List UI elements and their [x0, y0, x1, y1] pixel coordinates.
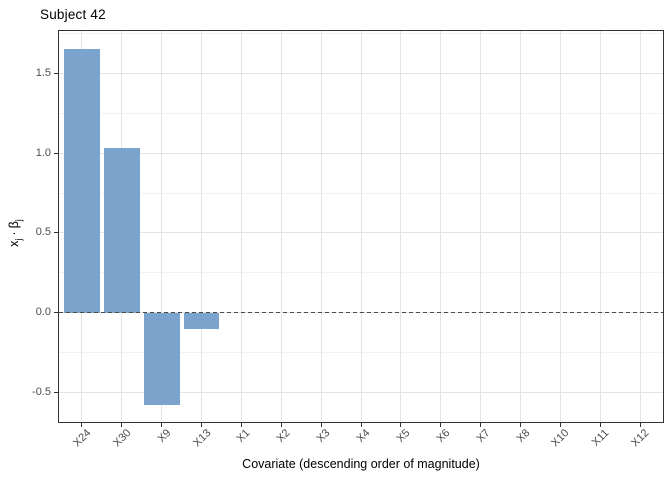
x-gridline — [639, 31, 641, 422]
x-tick — [121, 423, 123, 427]
y-tick-label: 0.5 — [35, 226, 51, 239]
plot-panel — [58, 30, 664, 423]
y-axis-title-beta-sub: j — [13, 219, 24, 222]
y-tick — [53, 72, 58, 74]
x-tick — [320, 423, 322, 427]
x-gridline — [480, 31, 482, 422]
plot-title: Subject 42 — [40, 7, 106, 22]
zero-line — [59, 312, 663, 314]
x-axis-title: Covariate (descending order of magnitude… — [242, 457, 480, 471]
x-tick — [639, 423, 641, 427]
x-tick — [360, 423, 362, 427]
x-gridline — [240, 31, 242, 422]
x-gridline — [520, 31, 521, 422]
y-tick — [53, 152, 58, 154]
x-gridline — [201, 31, 202, 422]
y-axis-title-var: x — [6, 240, 21, 247]
x-tick — [161, 423, 163, 427]
x-tick — [280, 423, 282, 427]
x-tick — [520, 423, 521, 427]
bar-X30 — [103, 148, 140, 313]
x-tick — [599, 423, 601, 427]
x-tick — [201, 423, 202, 427]
y-tick — [53, 232, 58, 234]
x-gridline — [280, 31, 282, 422]
y-tick-label: -0.5 — [32, 386, 51, 399]
bar-X9 — [143, 312, 180, 406]
bar-X13 — [183, 312, 220, 329]
y-tick-label: 1.0 — [35, 146, 51, 159]
x-tick — [559, 423, 561, 427]
y-tick-label: 0.0 — [35, 306, 51, 319]
x-tick — [440, 423, 442, 427]
x-gridline — [559, 31, 561, 422]
y-tick — [53, 392, 58, 394]
x-tick — [240, 423, 242, 427]
x-gridline — [400, 31, 402, 422]
x-gridline — [360, 31, 362, 422]
x-gridline — [161, 31, 163, 422]
x-tick — [81, 423, 83, 427]
x-tick — [400, 423, 402, 427]
bar-X24 — [64, 49, 100, 313]
y-tick-label: 1.5 — [35, 66, 51, 79]
x-gridline — [320, 31, 322, 422]
x-gridline — [599, 31, 601, 422]
x-gridline — [440, 31, 442, 422]
x-tick — [480, 423, 482, 427]
y-tick — [53, 312, 58, 314]
